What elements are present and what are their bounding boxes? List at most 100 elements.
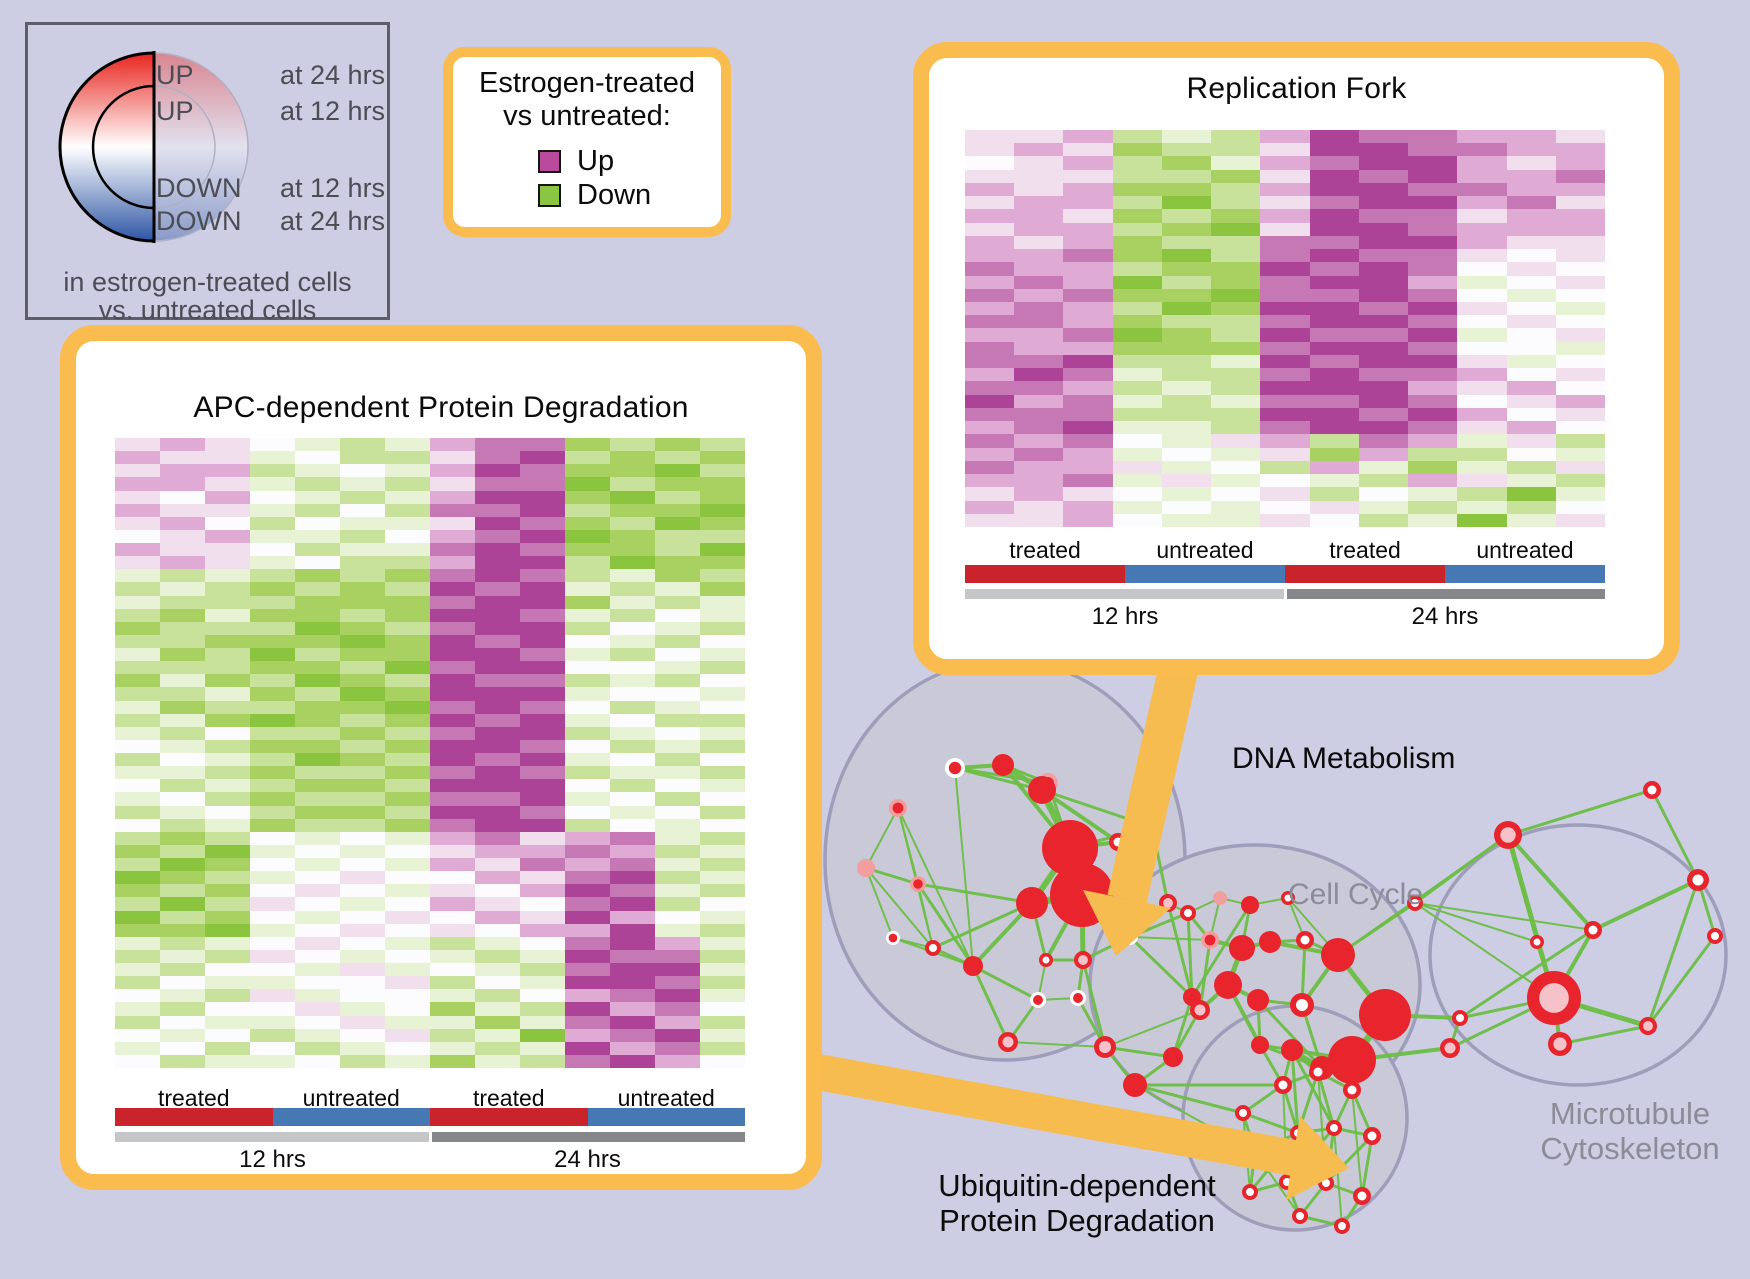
gene-node bbox=[857, 859, 875, 877]
rf-time-bars bbox=[965, 589, 1605, 599]
network-edge bbox=[1256, 998, 1324, 1070]
network-edge bbox=[1333, 1127, 1343, 1227]
gene-node bbox=[1456, 1014, 1464, 1022]
gene-node bbox=[1247, 989, 1269, 1011]
network-edge bbox=[1360, 1134, 1374, 1198]
network-edge bbox=[1413, 833, 1510, 905]
network-edge bbox=[917, 883, 934, 949]
gene-node bbox=[1647, 785, 1657, 795]
ubiquitin-label-line2: Protein Degradation bbox=[939, 1203, 1215, 1238]
network-edge bbox=[1646, 934, 1717, 1028]
network-edge bbox=[1103, 1045, 1175, 1059]
gene-node bbox=[1123, 1073, 1147, 1097]
condition-label: treated bbox=[472, 1085, 545, 1111]
condition-label: treated bbox=[157, 1085, 230, 1111]
rf-time-labels: 12 hrs 24 hrs bbox=[965, 603, 1605, 631]
gene-node bbox=[1184, 909, 1192, 917]
gene-node bbox=[1296, 1212, 1304, 1220]
network-edge bbox=[971, 964, 1040, 1002]
legend-footer-line2: vs. untreated cells bbox=[98, 295, 317, 325]
legend-up-12-dir: UP bbox=[156, 96, 194, 126]
apc-panel: APC-dependent Protein Degradation treate… bbox=[60, 325, 822, 1190]
gene-node bbox=[1367, 1131, 1377, 1141]
network-edge bbox=[1414, 902, 1555, 999]
down-label: Down bbox=[577, 179, 652, 211]
gene-node bbox=[1033, 995, 1043, 1005]
legend-down-12-dir: DOWN bbox=[156, 173, 242, 203]
gene-node bbox=[1533, 938, 1541, 946]
condition-bar bbox=[1445, 565, 1605, 583]
microtubule-cytoskeleton-label: Microtubule Cytoskeleton bbox=[1470, 1096, 1750, 1166]
condition-label: untreated bbox=[1156, 537, 1254, 563]
gene-node bbox=[1643, 1021, 1653, 1031]
estrogen-legend-title-line2: vs untreated: bbox=[503, 100, 671, 132]
gene-node bbox=[1296, 999, 1308, 1011]
circle-legend-box: UP at 24 hrs UP at 12 hrs DOWN at 12 hrs… bbox=[25, 22, 390, 325]
up-down-circle-icon bbox=[58, 51, 249, 243]
network-edge bbox=[1650, 788, 1700, 882]
time-label: 12 hrs bbox=[1091, 603, 1159, 630]
gene-node bbox=[1002, 1036, 1014, 1048]
gene-node bbox=[1204, 934, 1216, 946]
condition-bar bbox=[1285, 565, 1445, 583]
gene-node bbox=[1711, 932, 1719, 940]
gene-node bbox=[992, 754, 1014, 776]
network-edge bbox=[1591, 878, 1700, 932]
gene-node bbox=[892, 802, 904, 814]
gene-node bbox=[1016, 887, 1048, 919]
network-edge bbox=[1558, 1024, 1650, 1046]
gene-node bbox=[1098, 1040, 1112, 1054]
gene-node bbox=[1239, 1109, 1247, 1117]
network-edge bbox=[865, 807, 899, 869]
network-edge bbox=[1040, 788, 1120, 844]
condition-label: treated bbox=[1009, 537, 1081, 563]
gene-node bbox=[1588, 925, 1598, 935]
network-edge bbox=[1241, 1111, 1300, 1135]
estrogen-legend-title: Estrogen-treated vs untreated: bbox=[453, 67, 721, 133]
gene-node bbox=[1073, 993, 1083, 1003]
network-edge bbox=[916, 882, 975, 968]
network-edge bbox=[1128, 935, 1194, 999]
legend-down-12-time: at 12 hrs bbox=[280, 173, 386, 203]
gene-node bbox=[929, 944, 937, 952]
gene-node bbox=[1322, 1179, 1330, 1187]
gene-node bbox=[1359, 989, 1411, 1041]
gene-node bbox=[1539, 983, 1569, 1013]
time-label: 12 hrs bbox=[239, 1146, 306, 1173]
estrogen-legend-box: Estrogen-treated vs untreated: Up Down bbox=[443, 47, 731, 237]
gene-node bbox=[1347, 1085, 1357, 1095]
gene-node bbox=[913, 879, 923, 889]
up-label: Up bbox=[577, 145, 615, 177]
gene-node bbox=[1411, 899, 1419, 907]
network-edge bbox=[1506, 833, 1595, 932]
time-bar bbox=[1286, 589, 1605, 599]
condition-label: untreated bbox=[302, 1085, 400, 1111]
network-edge bbox=[1007, 1041, 1106, 1048]
apc-condition-labels: treated untreated treated untreated bbox=[115, 1085, 745, 1112]
condition-bar bbox=[1125, 565, 1285, 583]
network-edge bbox=[865, 867, 934, 949]
rf-condition-labels: treated untreated treated untreated bbox=[965, 537, 1605, 564]
network-edge bbox=[1506, 788, 1654, 837]
condition-bar bbox=[587, 1108, 745, 1126]
legend-up-24-time: at 24 hrs bbox=[280, 60, 386, 90]
cluster-bubble bbox=[1428, 823, 1728, 1087]
gene-node bbox=[1251, 1036, 1269, 1054]
network-edge bbox=[864, 866, 920, 886]
condition-bar bbox=[272, 1108, 430, 1126]
gene-node bbox=[1028, 776, 1056, 804]
gene-node bbox=[1330, 1124, 1338, 1132]
network-edge bbox=[1646, 878, 1700, 1028]
apc-time-labels: 12 hrs 24 hrs bbox=[115, 1146, 745, 1174]
gene-node bbox=[1313, 1067, 1323, 1077]
network-edge bbox=[1104, 1009, 1201, 1048]
gene-node bbox=[1444, 1042, 1456, 1054]
network-edge bbox=[1190, 903, 1252, 999]
condition-bar bbox=[115, 1108, 273, 1126]
gene-node bbox=[1338, 1222, 1346, 1230]
ubiquitin-label-line1: Ubiquitin-dependent bbox=[938, 1168, 1216, 1203]
network-edge bbox=[1081, 958, 1107, 1049]
network-edge bbox=[1198, 938, 1212, 1012]
legend-up-24-dir: UP bbox=[156, 60, 194, 90]
